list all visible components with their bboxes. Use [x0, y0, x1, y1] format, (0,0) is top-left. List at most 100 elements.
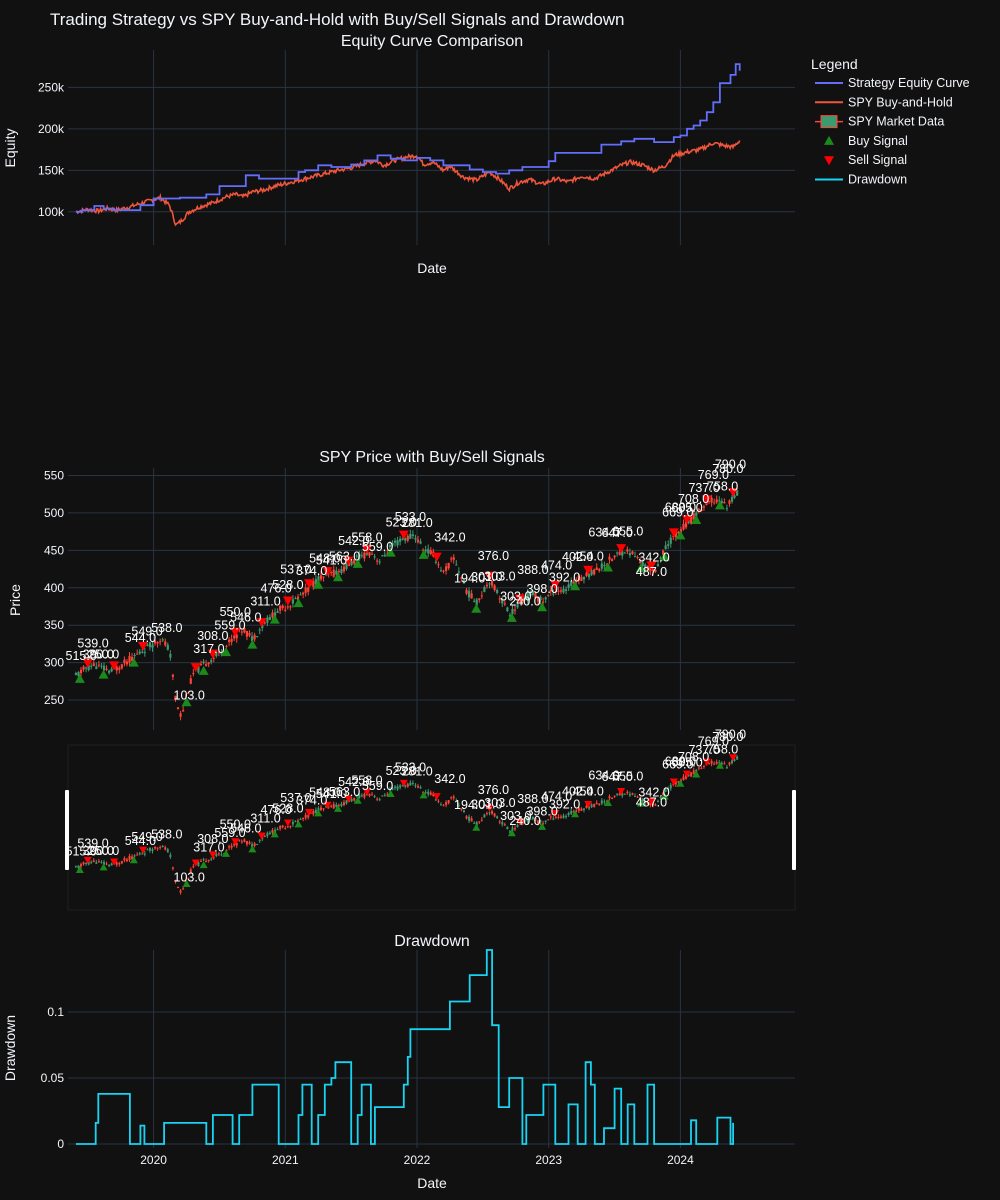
legend-item[interactable]: SPY Market Data: [815, 115, 944, 129]
candle-body: [728, 500, 731, 504]
candle-body: [444, 566, 448, 572]
candle-body: [582, 808, 585, 811]
signal-annotation: 655.0: [612, 769, 643, 783]
signal-annotation: 708.0: [678, 492, 709, 506]
sell-signal-marker: [231, 838, 240, 846]
candle-body: [153, 640, 157, 644]
candle-body: [212, 857, 215, 859]
candle-body: [248, 633, 251, 636]
legend-item[interactable]: Strategy Equity Curve: [815, 76, 970, 90]
candle-body: [416, 539, 420, 543]
candle-body: [166, 849, 169, 853]
candle-body: [97, 664, 100, 666]
candle-body: [634, 795, 637, 797]
candle-body: [661, 550, 665, 555]
candle-body: [516, 604, 519, 608]
candle-body: [161, 639, 164, 641]
candle-body: [141, 853, 144, 855]
legend-item[interactable]: Sell Signal: [824, 153, 907, 167]
candle-body: [610, 559, 614, 561]
signal-annotation: 308.0: [197, 629, 228, 643]
signal-annotation: 454.0: [573, 549, 604, 563]
candle-body: [687, 520, 690, 524]
candle-body: [562, 588, 565, 593]
legend-swatch: [824, 156, 834, 166]
candle-body: [531, 590, 534, 595]
equity-panel: Equity Curve Comparison 100k 150k 200k 250k…: [2, 33, 795, 276]
range-slider-left-handle[interactable]: [65, 790, 69, 870]
signal-annotation: 737.0: [688, 743, 719, 757]
candle-body: [662, 792, 665, 796]
candle-body: [179, 890, 182, 893]
candle-body: [276, 829, 279, 831]
sell-signal-marker: [207, 649, 218, 659]
signal-annotation: 342.0: [638, 785, 669, 799]
y-tick-label: 350: [44, 618, 64, 632]
signal-annotation: 550.0: [220, 605, 251, 619]
candle-body: [618, 552, 621, 556]
candle-body: [654, 569, 657, 573]
candle-body: [414, 538, 417, 540]
candle-body: [577, 575, 580, 581]
candle-body: [243, 839, 246, 842]
signal-annotation: 538.0: [151, 621, 182, 635]
candle-body: [207, 859, 210, 861]
candle-body: [319, 807, 322, 810]
candle-body: [455, 564, 458, 566]
candle-body: [199, 664, 203, 666]
candle-body: [133, 654, 136, 656]
legend-item[interactable]: Buy Signal: [824, 134, 908, 148]
candle-body: [531, 816, 534, 820]
buy-signal-marker: [676, 779, 685, 787]
candle-body: [291, 599, 295, 604]
signal-annotation: 533.0: [395, 760, 426, 774]
candle-body: [100, 665, 103, 667]
buy-signal-marker: [659, 551, 670, 561]
candle-body: [473, 600, 476, 602]
candle-body: [501, 599, 504, 604]
candle-body: [720, 501, 723, 504]
candle-body: [156, 847, 159, 849]
candle-body: [654, 804, 657, 806]
candle-body: [245, 630, 249, 637]
candle-body: [713, 763, 716, 765]
buy-signal-marker: [313, 579, 324, 589]
legend-item[interactable]: Drawdown: [815, 173, 907, 187]
legend-item[interactable]: SPY Buy-and-Hold: [815, 95, 953, 109]
candle-body: [475, 821, 478, 826]
candle-body: [488, 812, 491, 814]
candle-body: [608, 796, 611, 799]
signal-annotation: 250.0: [88, 844, 119, 858]
signal-annotation: 558.0: [351, 773, 382, 787]
candle-body: [480, 595, 483, 597]
candle-body: [176, 707, 180, 710]
candle-body: [700, 767, 703, 769]
x-tick-label: 2020: [140, 1153, 167, 1167]
candle-body: [179, 713, 182, 717]
range-slider-right-handle[interactable]: [792, 790, 796, 870]
legend-label: SPY Buy-and-Hold: [848, 95, 953, 109]
candle-body: [261, 624, 264, 628]
candle-body: [664, 545, 667, 550]
candle-body: [381, 795, 384, 797]
candle-body: [286, 606, 289, 608]
candle-body: [480, 819, 483, 821]
sell-signal-marker: [550, 580, 561, 590]
drawdown-x-label: Date: [417, 1175, 447, 1191]
candle-body: [631, 793, 634, 795]
candle-body: [332, 804, 335, 809]
signal-annotation: 542.0: [338, 775, 369, 789]
candle-body: [570, 581, 573, 586]
candle-body: [212, 658, 215, 660]
candle-body: [110, 668, 113, 672]
candle-body: [79, 669, 83, 674]
signal-annotation: 317.0: [193, 841, 224, 855]
candle-body: [447, 562, 450, 569]
legend[interactable]: Legend Strategy Equity Curve SPY Buy-and-…: [811, 56, 970, 187]
candle-body: [92, 663, 95, 667]
candle-body: [256, 844, 259, 846]
drawdown-panel: Drawdown 0 0.05 0.1 2020 2021 2022 2023 2024 D…: [2, 933, 795, 1191]
candle-body: [235, 634, 238, 639]
